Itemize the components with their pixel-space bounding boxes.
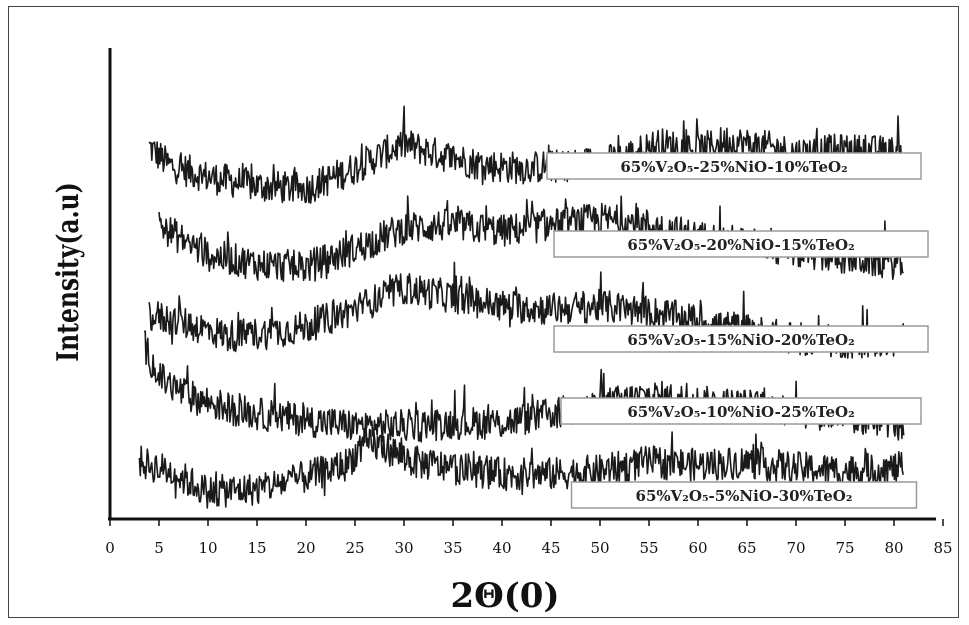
x-tick-label: 30 bbox=[394, 539, 413, 557]
x-tick-label: 20 bbox=[296, 539, 315, 557]
series-label-box bbox=[553, 230, 929, 258]
series-label: 65%V₂O₅-5%NiO-30%TeO₂ bbox=[636, 487, 853, 505]
series-label: 65%V₂O₅-25%NiO-10%TeO₂ bbox=[620, 158, 847, 176]
x-tick-label: 50 bbox=[590, 539, 609, 557]
x-tick-label: 85 bbox=[933, 539, 952, 557]
x-tick-label: 40 bbox=[492, 539, 511, 557]
x-axis-title: 2Θ(0) bbox=[450, 576, 559, 616]
series-label: 65%V₂O₅-10%NiO-25%TeO₂ bbox=[627, 403, 854, 421]
series-label-box bbox=[546, 152, 922, 180]
series-label-box bbox=[553, 325, 929, 353]
y-axis-title: Intensity(a.u) bbox=[51, 182, 86, 362]
x-tick-label: 25 bbox=[345, 539, 364, 557]
x-tick-label: 5 bbox=[154, 539, 164, 557]
x-tick-label: 60 bbox=[688, 539, 707, 557]
x-tick-label: 0 bbox=[105, 539, 115, 557]
x-tick-label: 80 bbox=[884, 539, 903, 557]
x-tick-label: 10 bbox=[198, 539, 217, 557]
x-tick-label: 75 bbox=[835, 539, 854, 557]
series-label-box bbox=[560, 397, 922, 425]
figure-frame bbox=[8, 6, 959, 618]
x-tick-label: 35 bbox=[443, 539, 462, 557]
xrd-series-line bbox=[148, 105, 905, 204]
x-tick-label: 70 bbox=[786, 539, 805, 557]
series-label: 65%V₂O₅-15%NiO-20%TeO₂ bbox=[627, 331, 854, 349]
series-label-box bbox=[570, 481, 918, 509]
xrd-series-line bbox=[138, 427, 904, 509]
x-tick-label: 65 bbox=[737, 539, 756, 557]
x-tick-label: 55 bbox=[639, 539, 658, 557]
x-tick-label: 15 bbox=[247, 539, 266, 557]
x-tick-label: 45 bbox=[541, 539, 560, 557]
series-label: 65%V₂O₅-20%NiO-15%TeO₂ bbox=[627, 236, 854, 254]
